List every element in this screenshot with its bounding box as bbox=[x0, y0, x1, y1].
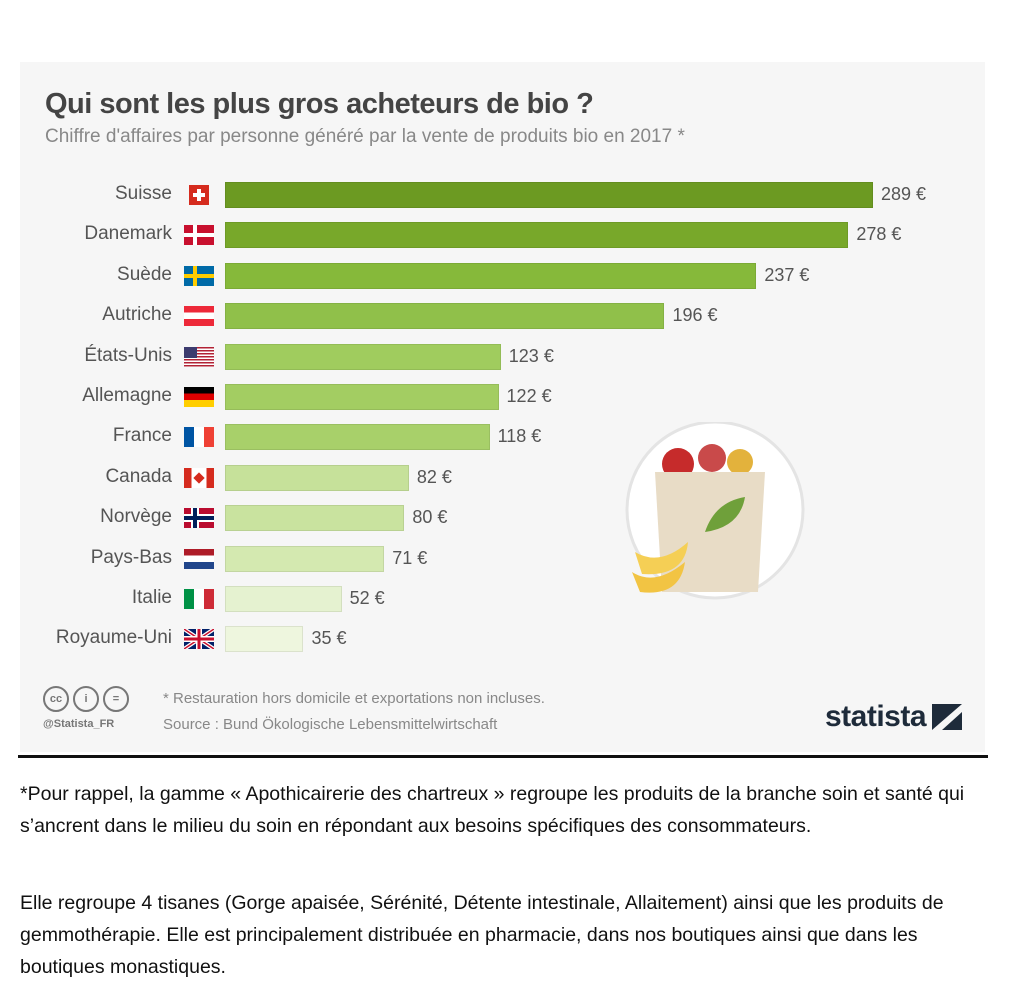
value-label: 71 € bbox=[392, 547, 428, 568]
category-label: Pays-Bas bbox=[90, 546, 172, 568]
value-label: 35 € bbox=[311, 628, 347, 649]
bar bbox=[225, 262, 757, 289]
flag-se-icon bbox=[184, 265, 214, 286]
value-label: 82 € bbox=[416, 466, 452, 487]
footnote: * Restauration hors domicile et exportat… bbox=[163, 690, 545, 707]
bar bbox=[225, 182, 873, 208]
bar bbox=[225, 343, 501, 370]
category-label: Danemark bbox=[84, 223, 172, 245]
bar bbox=[225, 303, 665, 330]
creative-commons-icons: cc i = bbox=[43, 686, 129, 712]
value-label: 122 € bbox=[506, 386, 552, 406]
category-label: Canada bbox=[105, 465, 172, 487]
paragraph-1: *Pour rappel, la gamme « Apothicairerie … bbox=[20, 783, 965, 837]
bar bbox=[225, 424, 490, 451]
value-label: 237 € bbox=[764, 264, 810, 285]
category-label: États-Unis bbox=[84, 344, 172, 366]
value-label: 123 € bbox=[508, 345, 554, 366]
value-label: 52 € bbox=[349, 588, 385, 608]
bar bbox=[225, 586, 342, 612]
bar bbox=[225, 626, 304, 653]
chart-title: Qui sont les plus gros acheteurs de bio … bbox=[45, 88, 594, 120]
value-label: 196 € bbox=[672, 305, 718, 326]
divider bbox=[18, 755, 988, 758]
no-derivatives-icon: = bbox=[103, 686, 129, 712]
value-label: 289 € bbox=[881, 184, 927, 204]
category-label: Autriche bbox=[102, 304, 172, 326]
statista-logo: statista bbox=[825, 700, 963, 734]
flag-ca-icon bbox=[184, 467, 214, 488]
chart-subtitle: Chiffre d'affaires par personne généré p… bbox=[45, 126, 685, 147]
flag-gb-icon bbox=[184, 629, 214, 650]
attribution-icon: i bbox=[73, 686, 99, 712]
source: Source : Bund Ökologische Lebensmittelwi… bbox=[163, 716, 498, 733]
category-label: Allemagne bbox=[82, 385, 172, 406]
value-label: 118 € bbox=[497, 426, 542, 447]
bar bbox=[225, 384, 499, 410]
flag-fr-icon bbox=[184, 427, 214, 448]
flag-it-icon bbox=[184, 589, 214, 609]
flag-ch-icon bbox=[184, 185, 214, 205]
category-label: Norvège bbox=[100, 506, 172, 528]
flag-no-icon bbox=[184, 508, 214, 529]
flag-de-icon bbox=[184, 387, 214, 407]
cc-icon: cc bbox=[43, 686, 69, 712]
flag-at-icon bbox=[184, 306, 214, 327]
category-label: Suède bbox=[117, 263, 172, 285]
paragraph-2: Elle regroupe 4 tisanes (Gorge apaisée, … bbox=[20, 892, 944, 978]
bar bbox=[225, 545, 385, 572]
category-label: Italie bbox=[131, 587, 172, 608]
statista-logo-icon bbox=[932, 704, 963, 730]
flag-us-icon bbox=[184, 346, 214, 367]
category-label: France bbox=[112, 425, 172, 447]
twitter-handle: @Statista_FR bbox=[43, 718, 115, 730]
category-label: Royaume-Uni bbox=[55, 627, 172, 649]
flag-dk-icon bbox=[184, 225, 214, 246]
flag-nl-icon bbox=[184, 548, 214, 569]
bar bbox=[225, 505, 405, 532]
value-label: 278 € bbox=[856, 224, 902, 245]
bar bbox=[225, 464, 409, 491]
bar bbox=[225, 222, 849, 249]
category-label: Suisse bbox=[114, 183, 172, 204]
value-label: 80 € bbox=[412, 507, 448, 528]
basket-illustration bbox=[625, 422, 805, 600]
logo-text: statista bbox=[825, 700, 927, 733]
infographic: Qui sont les plus gros acheteurs de bio … bbox=[20, 62, 985, 752]
